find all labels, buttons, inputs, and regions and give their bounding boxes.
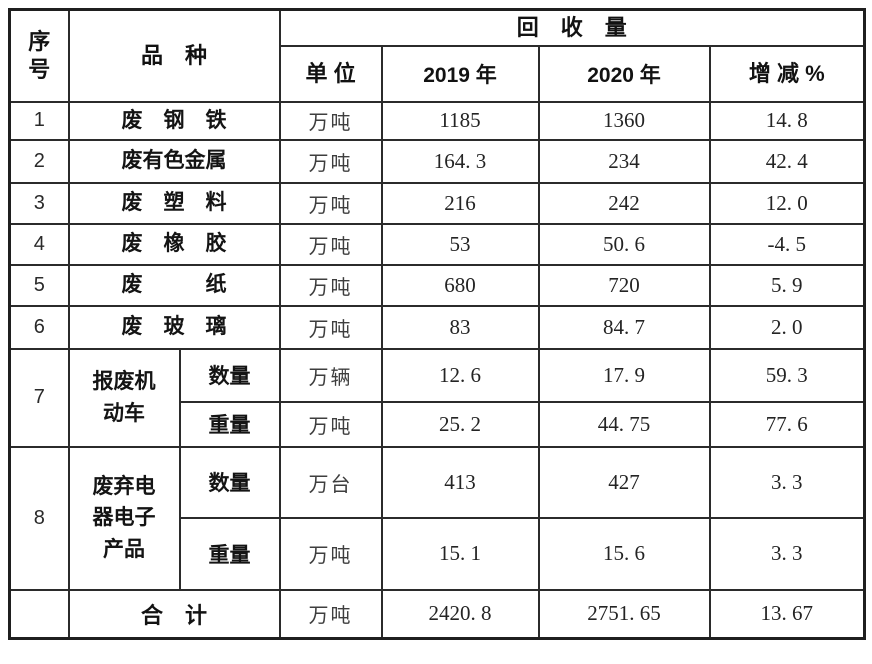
unit-cell: 万吨 bbox=[278, 304, 383, 350]
value-2019-cell: 25. 2 bbox=[380, 400, 540, 448]
variety-cell: 报废机 动车 bbox=[67, 347, 181, 448]
serial-cell: 4 bbox=[8, 222, 70, 266]
header-recovery: 回 收 量 bbox=[278, 8, 866, 47]
table-row: 5 废 纸 万吨 680 720 5. 9 bbox=[8, 263, 866, 307]
subtype-cell: 数量 bbox=[178, 347, 281, 403]
value-2019-cell: 164. 3 bbox=[380, 138, 540, 184]
change-cell: 42. 4 bbox=[708, 138, 866, 184]
change-cell: 3. 3 bbox=[708, 445, 866, 519]
change-cell: 2. 0 bbox=[708, 304, 866, 350]
change-cell: 5. 9 bbox=[708, 263, 866, 307]
variety-cell: 废有色金属 bbox=[67, 138, 281, 184]
value-2019-cell: 680 bbox=[380, 263, 540, 307]
unit-cell: 万吨 bbox=[278, 100, 383, 141]
serial-cell: 7 bbox=[8, 347, 70, 448]
change-cell: 12. 0 bbox=[708, 181, 866, 225]
unit-cell: 万吨 bbox=[278, 588, 383, 640]
value-2020-cell: 720 bbox=[537, 263, 711, 307]
table-row: 4 废 橡 胶 万吨 53 50. 6 -4. 5 bbox=[8, 222, 866, 266]
serial-cell: 6 bbox=[8, 304, 70, 350]
value-2020-cell: 50. 6 bbox=[537, 222, 711, 266]
table-row: 2 废有色金属 万吨 164. 3 234 42. 4 bbox=[8, 138, 866, 184]
total-row: 合 计 万吨 2420. 8 2751. 65 13. 67 bbox=[8, 588, 866, 640]
unit-cell: 万吨 bbox=[278, 400, 383, 448]
unit-cell: 万吨 bbox=[278, 138, 383, 184]
value-2019-cell: 413 bbox=[380, 445, 540, 519]
value-2019-cell: 53 bbox=[380, 222, 540, 266]
unit-cell: 万辆 bbox=[278, 347, 383, 403]
value-2019-cell: 216 bbox=[380, 181, 540, 225]
header-variety: 品 种 bbox=[67, 8, 281, 103]
value-2020-cell: 17. 9 bbox=[537, 347, 711, 403]
table-row: 重量 万吨 15. 1 15. 6 3. 3 bbox=[10, 516, 866, 591]
unit-cell: 万吨 bbox=[278, 222, 383, 266]
header-unit: 单 位 bbox=[278, 44, 383, 103]
variety-cell: 废 纸 bbox=[67, 263, 281, 307]
value-2020-cell: 1360 bbox=[537, 100, 711, 141]
table-row: 重量 万吨 25. 2 44. 75 77. 6 bbox=[10, 400, 866, 448]
header-change: 增 减 % bbox=[708, 44, 866, 103]
table-row: 1 废 钢 铁 万吨 1185 1360 14. 8 bbox=[8, 100, 866, 141]
document-page: 序 号 品 种 回 收 量 单 位 2019 年 2020 年 增 减 % 1 … bbox=[8, 8, 867, 640]
subtype-cell: 重量 bbox=[178, 400, 281, 448]
value-2020-cell: 234 bbox=[537, 138, 711, 184]
unit-cell: 万吨 bbox=[278, 263, 383, 307]
header-year-2019: 2019 年 bbox=[380, 44, 540, 103]
change-cell: 14. 8 bbox=[708, 100, 866, 141]
table-row: 3 废 塑 料 万吨 216 242 12. 0 bbox=[8, 181, 866, 225]
value-2020-cell: 84. 7 bbox=[537, 304, 711, 350]
table-row: 8 废弃电 器电子 产品 数量 万台 413 427 3. 3 bbox=[8, 445, 866, 591]
serial-cell: 3 bbox=[8, 181, 70, 225]
variety-cell: 废 钢 铁 bbox=[67, 100, 281, 141]
serial-cell: 2 bbox=[8, 138, 70, 184]
change-cell: 59. 3 bbox=[708, 347, 866, 403]
value-2020-cell: 15. 6 bbox=[537, 516, 711, 591]
subtype-cell: 重量 bbox=[178, 516, 281, 591]
header-serial: 序 号 bbox=[8, 8, 70, 103]
value-2019-cell: 83 bbox=[380, 304, 540, 350]
variety-cell: 废弃电 器电子 产品 bbox=[67, 445, 181, 591]
serial-cell bbox=[8, 588, 70, 640]
variety-cell: 废 塑 料 bbox=[67, 181, 281, 225]
value-2019-cell: 15. 1 bbox=[380, 516, 540, 591]
unit-cell: 万吨 bbox=[278, 181, 383, 225]
value-2020-cell: 427 bbox=[537, 445, 711, 519]
table-row: 6 废 玻 璃 万吨 83 84. 7 2. 0 bbox=[8, 304, 866, 350]
table-row: 7 报废机 动车 数量 万辆 12. 6 17. 9 59. 3 bbox=[8, 347, 866, 448]
serial-cell: 5 bbox=[8, 263, 70, 307]
change-cell: 77. 6 bbox=[708, 400, 866, 448]
value-2019-cell: 12. 6 bbox=[380, 347, 540, 403]
change-cell: -4. 5 bbox=[708, 222, 866, 266]
variety-cell: 废 玻 璃 bbox=[67, 304, 281, 350]
variety-cell: 废 橡 胶 bbox=[67, 222, 281, 266]
value-2020-cell: 242 bbox=[537, 181, 711, 225]
change-cell: 13. 67 bbox=[708, 588, 866, 640]
subtype-cell: 数量 bbox=[178, 445, 281, 519]
header-year-2020: 2020 年 bbox=[537, 44, 711, 103]
serial-cell: 1 bbox=[8, 100, 70, 141]
total-label-cell: 合 计 bbox=[67, 588, 281, 640]
change-cell: 3. 3 bbox=[708, 516, 866, 591]
value-2020-cell: 2751. 65 bbox=[537, 588, 711, 640]
unit-cell: 万台 bbox=[278, 445, 383, 519]
value-2019-cell: 2420. 8 bbox=[380, 588, 540, 640]
serial-cell: 8 bbox=[8, 445, 70, 591]
value-2019-cell: 1185 bbox=[380, 100, 540, 141]
unit-cell: 万吨 bbox=[278, 516, 383, 591]
value-2020-cell: 44. 75 bbox=[537, 400, 711, 448]
recycling-table: 序 号 品 种 回 收 量 单 位 2019 年 2020 年 增 减 % 1 … bbox=[8, 8, 867, 640]
